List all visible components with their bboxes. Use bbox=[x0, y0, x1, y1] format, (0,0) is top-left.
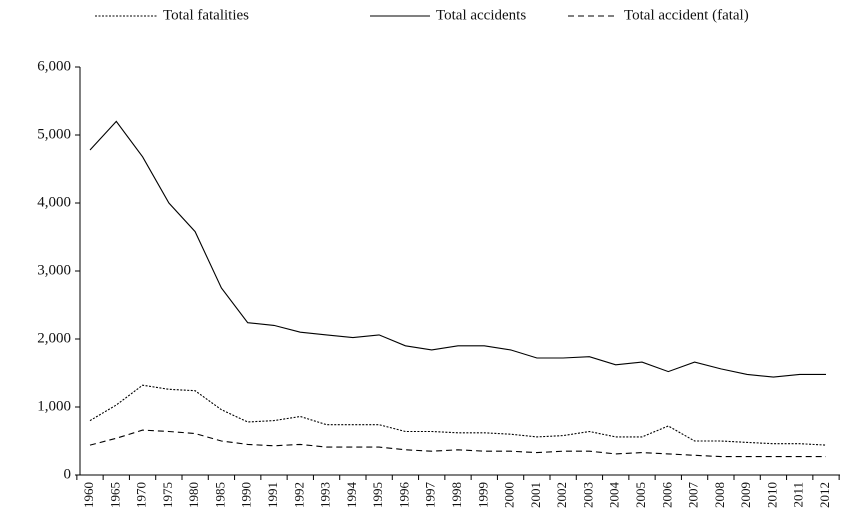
x-tick-label: 2005 bbox=[633, 482, 648, 508]
x-tick-label: 1970 bbox=[134, 482, 149, 508]
x-tick-label: 2003 bbox=[580, 482, 595, 508]
y-tick-label: 0 bbox=[64, 466, 72, 482]
x-tick-label: 2011 bbox=[791, 482, 806, 508]
y-tick-label: 6,000 bbox=[37, 58, 71, 74]
x-tick-label: 2012 bbox=[817, 482, 832, 508]
x-tick-label: 2000 bbox=[502, 482, 517, 508]
line-series bbox=[89, 384, 827, 446]
y-tick-label: 3,000 bbox=[37, 262, 71, 278]
x-tick-label: 1995 bbox=[370, 482, 385, 508]
x-tick-label: 2001 bbox=[528, 482, 543, 508]
x-tick-label: 1993 bbox=[318, 482, 333, 508]
line-series bbox=[89, 120, 826, 378]
x-tick-label: 2007 bbox=[686, 482, 701, 509]
x-tick-label: 2006 bbox=[659, 482, 674, 509]
x-tick-label: 2008 bbox=[712, 482, 727, 508]
y-tick-label: 2,000 bbox=[37, 330, 71, 346]
x-tick-label: 1998 bbox=[449, 482, 464, 508]
legend-label: Total accidents bbox=[436, 7, 526, 23]
x-tick-label: 2010 bbox=[764, 482, 779, 508]
x-tick-label: 1965 bbox=[107, 482, 122, 508]
x-tick-label: 1960 bbox=[81, 482, 96, 508]
line-series bbox=[89, 429, 826, 458]
x-tick-label: 1994 bbox=[344, 482, 359, 509]
x-tick-label: 2009 bbox=[738, 482, 753, 508]
x-tick-label: 1991 bbox=[265, 482, 280, 508]
x-tick-label: 1996 bbox=[396, 482, 411, 509]
x-tick-label: 1990 bbox=[239, 482, 254, 508]
x-tick-label: 1980 bbox=[186, 482, 201, 508]
y-tick-label: 5,000 bbox=[37, 126, 71, 142]
x-tick-label: 1992 bbox=[291, 482, 306, 508]
x-tick-label: 2002 bbox=[554, 482, 569, 508]
y-tick-label: 4,000 bbox=[37, 194, 71, 210]
y-tick-label: 1,000 bbox=[37, 398, 71, 414]
x-tick-label: 1975 bbox=[160, 482, 175, 508]
legend-label: Total accident (fatal) bbox=[624, 7, 749, 23]
legend-label: Total fatalities bbox=[163, 7, 249, 23]
x-tick-label: 1985 bbox=[212, 482, 227, 508]
x-tick-label: 1999 bbox=[475, 482, 490, 508]
x-tick-label: 1997 bbox=[423, 482, 438, 509]
x-tick-label: 2004 bbox=[607, 482, 622, 509]
